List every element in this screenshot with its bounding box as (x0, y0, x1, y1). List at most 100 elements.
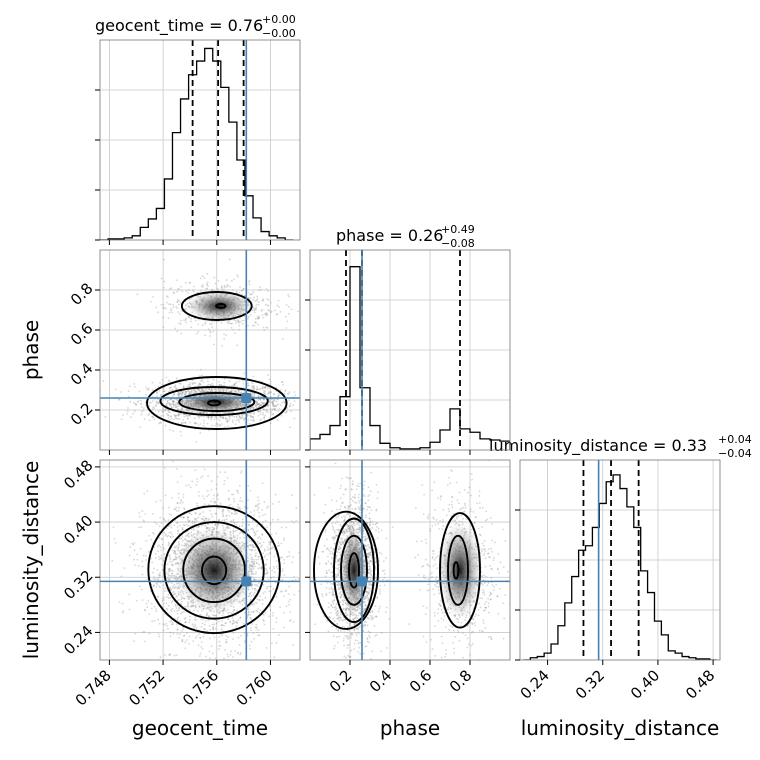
panel-geocent_time-vs-luminosity_distance-sample-point (186, 639, 188, 641)
panel-geocent_time-vs-phase-sample-point (233, 383, 236, 386)
panel-geocent_time-vs-luminosity_distance-sample-point (186, 516, 189, 519)
panel-geocent_time-vs-phase-sample-point (233, 278, 235, 281)
panel-geocent_time-vs-phase-sample-point (132, 401, 135, 404)
panel-geocent_time-vs-phase-sample-point (165, 412, 168, 415)
panel-geocent_time-vs-phase-sample-point (225, 286, 228, 288)
panel-geocent_time-vs-phase-sample-point (184, 391, 187, 394)
panel-geocent_time-vs-phase-sample-point (178, 392, 181, 395)
panel-geocent_time-vs-phase-sample-point (305, 421, 307, 423)
panel-geocent_time-vs-phase-sample-point (189, 381, 192, 384)
panel-geocent_time-vs-phase-sample-point (201, 324, 204, 327)
panel-geocent_time-vs-phase-sample-point (185, 321, 188, 324)
panel-geocent_time-vs-luminosity_distance-sample-point (155, 500, 158, 503)
panel-geocent_time-vs-luminosity_distance-sample-point (251, 603, 253, 606)
panel-geocent_time-vs-luminosity_distance-sample-point (281, 570, 284, 573)
panel-geocent_time-vs-luminosity_distance-sample-point (214, 500, 217, 503)
panel-geocent_time-vs-luminosity_distance-sample-point (270, 585, 272, 588)
panel-geocent_time-vs-luminosity_distance-sample-point (166, 625, 169, 627)
panel-geocent_time-vs-phase-sample-point (175, 388, 178, 390)
panel-geocent_time-vs-phase-contour (178, 392, 256, 412)
panel-geocent_time-vs-luminosity_distance-sample-point (200, 645, 203, 648)
marginal-title-geocent-time-sub: −0.00 (262, 27, 296, 40)
panel-geocent_time-vs-phase-sample-point (264, 390, 267, 393)
panel-geocent_time-vs-luminosity_distance-sample-point (215, 512, 218, 515)
panel-geocent_time-vs-phase-sample-point (152, 416, 155, 419)
panel-geocent_time-vs-luminosity_distance-sample-point (157, 573, 160, 576)
panel-geocent_time-vs-phase-sample-point (238, 324, 241, 327)
panel-geocent_time-vs-luminosity_distance-sample-point (278, 634, 280, 636)
panel-geocent_time-vs-luminosity_distance-sample-point (248, 647, 251, 650)
panel-geocent_time-vs-phase-sample-point (257, 317, 260, 319)
panel-geocent_time-vs-luminosity_distance-sample-point (239, 616, 242, 619)
panel-geocent_time-vs-luminosity_distance-sample-point (269, 552, 272, 555)
panel-geocent_time-vs-luminosity_distance-sample-point (203, 468, 206, 471)
panel-geocent_time-vs-luminosity_distance-sample-point (203, 497, 206, 500)
panel-geocent_time-vs-luminosity_distance-sample-point (175, 545, 178, 547)
panel-geocent_time-vs-phase-sample-point (285, 410, 288, 413)
panel-geocent_time-vs-phase-sample-point (166, 301, 168, 304)
panel-geocent_time-vs-phase-sample-point (184, 422, 187, 424)
panel-geocent_time-vs-phase-sample-point (162, 303, 165, 306)
panel-geocent_time-vs-phase-sample-point (218, 415, 221, 418)
panel-geocent_time-vs-phase-sample-point (264, 387, 267, 389)
panel-geocent_time-vs-luminosity_distance-sample-point (190, 531, 193, 534)
panel-geocent_time-vs-luminosity_distance-sample-point (163, 596, 165, 599)
panel-geocent_time-vs-phase-sample-point (170, 406, 173, 409)
panel-geocent_time-vs-phase-sample-point (253, 413, 255, 415)
panel-geocent_time-vs-phase-sample-point (167, 414, 170, 417)
panel-geocent_time-vs-phase-sample-point (102, 380, 105, 383)
panel-geocent_time-vs-phase-sample-point (233, 384, 236, 387)
panel-geocent_time-vs-phase-sample-point (236, 385, 238, 388)
panel-geocent_time-vs-phase-sample-point (266, 304, 269, 307)
panel-geocent_time-vs-luminosity_distance-sample-point (232, 619, 234, 622)
panel-geocent_time-vs-phase-sample-point (177, 413, 180, 416)
panel-geocent_time-vs-phase-sample-point (212, 384, 214, 387)
panel-geocent_time-vs-phase-sample-point (257, 403, 260, 406)
panel-geocent_time-vs-phase-sample-point (227, 419, 230, 422)
panel-geocent_time-vs-phase-sample-point (182, 391, 185, 393)
hist-phase-panel (305, 249, 511, 455)
marginal-title-geocent-time: geocent_time = 0.76 (95, 16, 263, 36)
panel-geocent_time-vs-phase-sample-point (267, 374, 269, 376)
panel-geocent_time-vs-luminosity_distance-sample-point (187, 516, 190, 519)
panel-geocent_time-vs-phase-sample-point (198, 375, 201, 378)
panel-geocent_time-vs-phase-sample-point (209, 384, 212, 386)
panel-geocent_time-vs-luminosity_distance-sample-point (174, 546, 177, 549)
panel-geocent_time-vs-luminosity_distance-sample-point (178, 609, 180, 612)
panel-geocent_time-vs-luminosity_distance-sample-point (191, 520, 194, 522)
panel-geocent_time-vs-luminosity_distance-sample-point (188, 512, 191, 515)
panel-geocent_time-vs-luminosity_distance-sample-point (266, 506, 269, 509)
panel-geocent_time-vs-phase-sample-point (286, 406, 289, 409)
panel-geocent_time-vs-luminosity_distance-sample-point (128, 554, 131, 557)
panel-geocent_time-vs-luminosity_distance-sample-point (225, 518, 228, 521)
panel-geocent_time-vs-phase-sample-point (235, 419, 238, 422)
panel-geocent_time-vs-phase-sample-point (193, 389, 196, 391)
panel-geocent_time-vs-phase-sample-point (162, 414, 165, 417)
panel-geocent_time-vs-luminosity_distance-sample-point (217, 523, 220, 526)
panel-geocent_time-vs-luminosity_distance-sample-point (175, 467, 178, 470)
panel-geocent_time-vs-phase-sample-point (247, 324, 249, 327)
panel-geocent_time-vs-luminosity_distance-sample-point (255, 609, 258, 612)
panel-geocent_time-vs-luminosity_distance-sample-point (178, 633, 181, 636)
panel-geocent_time-vs-phase-sample-point (237, 390, 240, 392)
panel-geocent_time-vs-phase-sample-point (235, 415, 238, 418)
panel-geocent_time-vs-luminosity_distance-sample-point (146, 606, 149, 609)
panel-geocent_time-vs-phase-sample-point (257, 410, 260, 413)
panel-geocent_time-vs-phase-sample-point (215, 415, 218, 418)
panel-geocent_time-vs-luminosity_distance-sample-point (173, 524, 176, 526)
panel-geocent_time-vs-phase-sample-point (164, 398, 167, 401)
panel-geocent_time-vs-luminosity_distance-sample-point (293, 576, 295, 578)
panel-geocent_time-vs-phase-sample-point (276, 313, 279, 316)
panel-geocent_time-vs-phase-sample-point (212, 378, 215, 381)
panel-geocent_time-vs-phase-sample-point (282, 400, 285, 403)
panel-geocent_time-vs-phase-sample-point (260, 404, 263, 407)
panel-geocent_time-vs-luminosity_distance-sample-point (216, 691, 218, 693)
panel-geocent_time-vs-phase-sample-point (274, 408, 277, 410)
panel-geocent_time-vs-luminosity_distance-sample-point (155, 582, 158, 585)
panel-geocent_time-vs-phase-sample-point (159, 395, 162, 398)
panel-geocent_time-vs-luminosity_distance-sample-point (169, 620, 171, 623)
panel-geocent_time-vs-luminosity_distance-sample-point (138, 526, 141, 529)
panel-geocent_time-vs-phase-sample-point (263, 398, 266, 401)
panel-geocent_time-vs-luminosity_distance-sample-point (199, 636, 202, 639)
panel-geocent_time-vs-luminosity_distance-sample-point (261, 533, 263, 536)
